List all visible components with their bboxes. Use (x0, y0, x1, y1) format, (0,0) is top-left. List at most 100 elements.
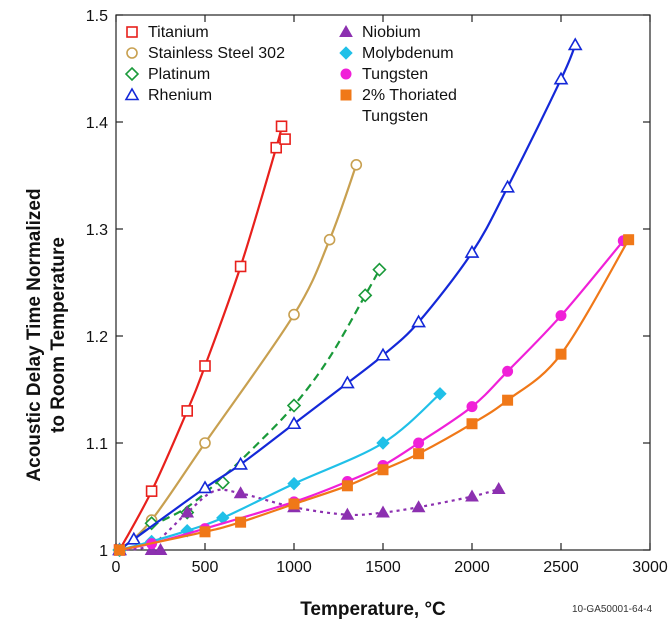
legend-marker-platinum (124, 66, 140, 82)
data-point-titanium (181, 405, 193, 417)
data-point-rhenium (233, 456, 248, 470)
legend-marker-niobium (339, 24, 353, 37)
data-point-rhenium (553, 71, 569, 85)
data-point-2-thoriated-tungsten (377, 464, 389, 476)
data-point-2-thoriated-tungsten (502, 394, 514, 406)
data-point-stainless-steel-302 (323, 233, 336, 246)
data-point-2-thoriated-tungsten (114, 544, 126, 556)
data-point-2-thoriated-tungsten (555, 348, 567, 360)
legend-marker-2-thoriated-tungsten (340, 89, 352, 101)
legend-label-molybdenum: Molybdenum (362, 45, 454, 62)
data-point-2-thoriated-tungsten (288, 498, 300, 510)
data-point-rhenium (197, 480, 213, 494)
legend-label-titanium: Titanium (148, 24, 209, 41)
data-point-platinum (286, 398, 302, 413)
data-point-platinum (358, 288, 373, 303)
data-point-molybdenum (287, 476, 301, 491)
data-point-titanium (279, 133, 291, 145)
legend-label-line: Tungsten (362, 66, 428, 83)
x-tick-label: 0 (112, 559, 121, 576)
data-point-niobium (491, 482, 506, 495)
data-point-stainless-steel-302 (350, 159, 363, 171)
data-point-titanium (234, 260, 247, 273)
data-point-titanium (145, 485, 158, 497)
legend-item-niobium: Niobium (339, 24, 421, 41)
x-tick-label: 1500 (365, 559, 401, 576)
data-point-titanium (199, 360, 211, 372)
data-point-niobium (153, 542, 168, 555)
legend-label-line: Molybdenum (362, 45, 454, 62)
legend-label-platinum: Platinum (148, 66, 210, 83)
data-point-stainless-steel-302 (288, 308, 300, 321)
data-point-2-thoriated-tungsten (623, 234, 635, 246)
data-point-tungsten (502, 365, 514, 377)
legend-marker-stainless-steel-302 (126, 47, 138, 59)
legend-item-tungsten: Tungsten (340, 66, 428, 83)
y-tick-label: 1.2 (86, 329, 108, 346)
data-point-rhenium (286, 416, 302, 430)
data-point-stainless-steel-302 (199, 437, 211, 449)
series-2-thoriated-tungsten (114, 234, 635, 556)
legend-marker-rhenium (124, 87, 140, 101)
series-tungsten (114, 235, 629, 556)
legend-label-tungsten: Tungsten (362, 66, 428, 83)
data-point-rhenium (375, 347, 391, 361)
legend-label-line: Platinum (148, 66, 210, 83)
data-point-platinum (215, 475, 230, 490)
y-tick-label: 1 (99, 543, 108, 560)
legend-label-line: Titanium (148, 24, 209, 41)
series-platinum (112, 262, 387, 558)
legend-marker-molybdenum (339, 46, 353, 60)
legend-item-platinum: Platinum (124, 66, 210, 83)
data-point-niobium (233, 486, 248, 499)
data-point-titanium (275, 120, 288, 133)
x-tick-label: 1000 (276, 559, 312, 576)
legend-label-line: Niobium (362, 24, 421, 41)
data-point-niobium (376, 505, 390, 518)
data-point-niobium (144, 542, 159, 555)
x-axis-label: Temperature, °C (300, 599, 446, 620)
data-point-2-thoriated-tungsten (341, 480, 353, 492)
legend: Titanium Stainless Steel 302 Platinum Rheni… (124, 24, 457, 125)
y-tick-label: 1.3 (86, 222, 108, 239)
data-point-niobium (465, 489, 479, 502)
data-point-tungsten (413, 437, 425, 449)
legend-label-line: Tungsten (362, 108, 428, 125)
data-point-2-thoriated-tungsten (199, 526, 211, 538)
y-tick-label: 1.1 (86, 436, 108, 453)
data-point-platinum (144, 516, 159, 531)
data-point-rhenium (340, 375, 355, 389)
x-tick-label: 2000 (454, 559, 490, 576)
legend-label-2-thoriated-tungsten: 2% Thoriated Tungsten (362, 87, 457, 125)
data-point-niobium (411, 500, 426, 513)
x-tick-label: 3000 (632, 559, 668, 576)
data-point-molybdenum (433, 387, 447, 401)
legend-item-titanium: Titanium (126, 24, 209, 41)
legend-item-molybdenum: Molybdenum (339, 45, 454, 62)
data-point-niobium (180, 505, 195, 518)
x-tick-label: 500 (192, 559, 219, 576)
data-point-2-thoriated-tungsten (466, 418, 478, 430)
x-tick-label: 2500 (543, 559, 579, 576)
data-point-rhenium (464, 244, 480, 258)
data-point-rhenium (500, 179, 515, 193)
series-line-rhenium (118, 44, 577, 551)
data-point-2-thoriated-tungsten (235, 516, 247, 528)
legend-item-2-thoriated-tungsten: 2% Thoriated Tungsten (340, 87, 457, 125)
data-point-niobium (340, 507, 355, 520)
y-tick-label: 1.4 (86, 115, 108, 132)
legend-marker-tungsten (340, 68, 352, 80)
legend-label-line: 2% Thoriated (362, 87, 457, 104)
series-rhenium (112, 37, 583, 556)
data-point-tungsten (555, 310, 567, 322)
legend-label-stainless-steel-302: Stainless Steel 302 (148, 45, 285, 62)
legend-item-stainless-steel-302: Stainless Steel 302 (126, 45, 285, 62)
data-point-rhenium (567, 37, 583, 51)
series-line-tungsten (119, 240, 625, 552)
series-molybdenum (112, 387, 447, 557)
y-axis-label-line1: Acoustic Delay Time Normalized (24, 188, 45, 481)
data-point-rhenium (126, 531, 142, 545)
axes: 0 500 1000 1500 2000 2500 3000 1 1.1 1.2 1.3 1.4 1.5 (86, 8, 668, 576)
y-axis-label-line2: to Room Temperature (48, 237, 69, 433)
